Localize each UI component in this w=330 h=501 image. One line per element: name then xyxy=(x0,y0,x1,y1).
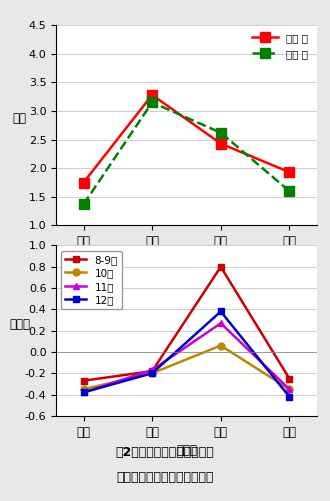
8-9歳 xyxy=(287,376,291,382)
Legend: 8-9歳, 10歳, 11歳, 12歳: 8-9歳, 10歳, 11歳, 12歳 xyxy=(61,250,122,309)
体験 後 xyxy=(219,130,223,136)
X-axis label: 心理標: 心理標 xyxy=(176,254,197,267)
Y-axis label: 変化量: 変化量 xyxy=(9,318,30,331)
Line: 11歳: 11歳 xyxy=(80,320,293,396)
Line: 体験 後: 体験 後 xyxy=(79,98,294,209)
Y-axis label: 評点: 評点 xyxy=(13,112,27,125)
体験 後 xyxy=(287,188,291,194)
10歳 xyxy=(82,386,85,392)
8-9歳 xyxy=(150,368,154,374)
Line: 10歳: 10歳 xyxy=(80,342,293,393)
11歳 xyxy=(219,320,223,326)
12歳 xyxy=(150,370,154,376)
Text: 図2　体験前後の評点の変化: 図2 体験前後の評点の変化 xyxy=(115,446,214,459)
11歳 xyxy=(150,367,154,373)
10歳 xyxy=(287,386,291,392)
Legend: 体験 前, 体験 後: 体験 前, 体験 後 xyxy=(249,30,312,62)
体験 後 xyxy=(82,201,85,207)
10歳 xyxy=(219,343,223,349)
Line: 体験 前: 体験 前 xyxy=(79,90,294,187)
X-axis label: 心理標: 心理標 xyxy=(176,444,197,457)
12歳 xyxy=(82,389,85,395)
12歳 xyxy=(219,309,223,315)
8-9歳 xyxy=(219,264,223,270)
体験 前 xyxy=(150,92,154,98)
Text: （全体験平均と年齢別の差）: （全体験平均と年齢別の差） xyxy=(116,471,214,484)
Line: 12歳: 12歳 xyxy=(80,308,293,400)
8-9歳 xyxy=(82,378,85,384)
体験 前 xyxy=(219,141,223,147)
10歳 xyxy=(150,370,154,376)
Line: 8-9歳: 8-9歳 xyxy=(80,264,293,384)
11歳 xyxy=(287,386,291,392)
体験 前 xyxy=(287,169,291,175)
体験 後 xyxy=(150,99,154,105)
12歳 xyxy=(287,394,291,400)
11歳 xyxy=(82,389,85,395)
体験 前 xyxy=(82,179,85,185)
